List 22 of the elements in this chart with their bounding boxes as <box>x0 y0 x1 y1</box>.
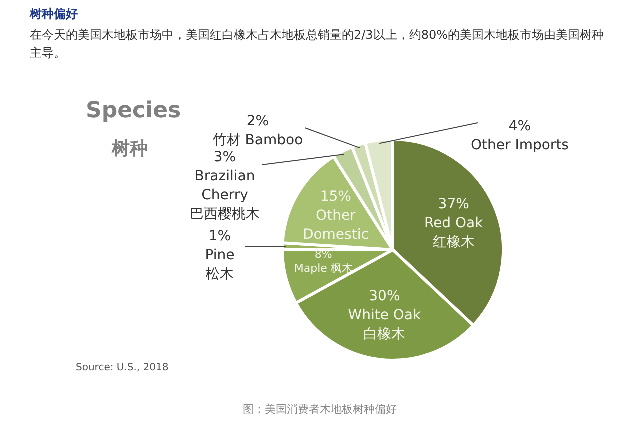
slice-label: Pine 松木 <box>205 248 235 283</box>
data-label: 30% <box>369 288 400 304</box>
data-label: 15% <box>320 188 352 205</box>
data-label: 2% <box>246 114 270 130</box>
slice-label: Brazilian Cherry 巴西樱桃木 <box>190 168 260 223</box>
slice-label: Maple 枫木 <box>294 262 353 275</box>
slice-label: White Oak 白橡木 <box>348 307 422 342</box>
slice-label: Other Imports <box>471 138 569 154</box>
data-label: 3% <box>214 150 236 166</box>
text: 树种 <box>111 138 148 160</box>
data-label: 4% <box>508 118 532 135</box>
chart-subtitle: 在今天的美国木地板市场中，美国红白橡木占木地板总销量的2/3以上，约80%的美国木地板市场由美国树种主导。 <box>30 27 605 62</box>
slice-label: Red Oak 红橡木 <box>424 215 484 250</box>
data-label: 8% <box>314 248 332 261</box>
text: 树种偏好 <box>30 6 78 23</box>
source-note: Source: U.S., 2018 <box>76 362 169 374</box>
data-label: 1% <box>208 228 232 245</box>
text: Species <box>86 98 182 124</box>
slice-label: Other Domestic <box>302 208 369 243</box>
text: 图：美国消费者木地板树种偏好 <box>242 402 398 417</box>
slice-label: 竹材 Bamboo <box>212 132 304 149</box>
data-label: 37% <box>438 196 470 212</box>
